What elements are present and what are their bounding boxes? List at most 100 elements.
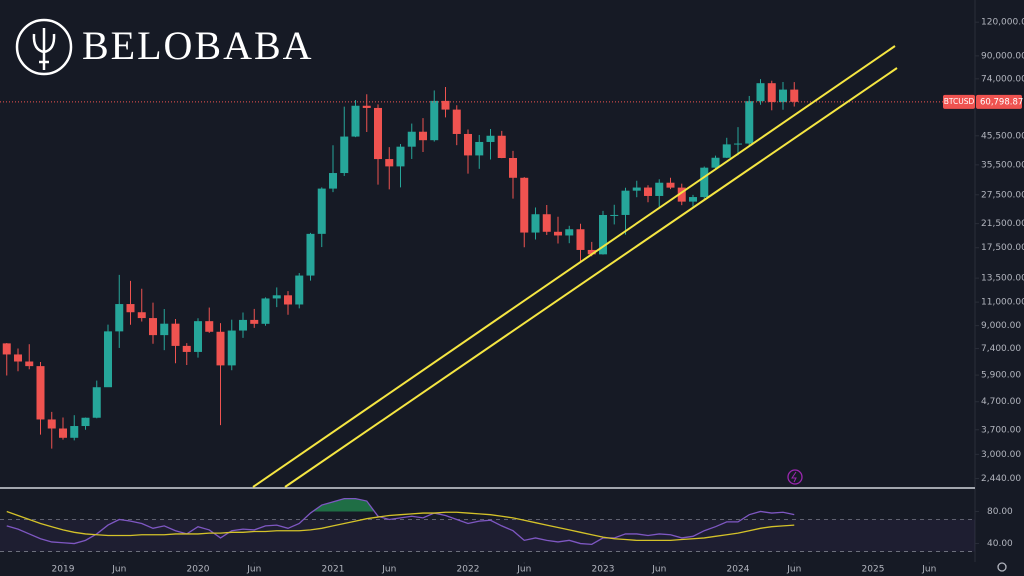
y-tick-label: 13,500.00 bbox=[981, 274, 1024, 284]
y-tick-label: 40.00 bbox=[987, 539, 1013, 549]
y-tick-label: 27,500.00 bbox=[981, 190, 1024, 200]
x-tick-label: Jun bbox=[786, 565, 801, 575]
candle-body bbox=[419, 131, 427, 141]
candle-body bbox=[621, 190, 630, 215]
candle-body bbox=[700, 167, 709, 198]
y-tick-label: 74,000.00 bbox=[981, 74, 1024, 84]
candle-body bbox=[329, 173, 337, 189]
candle-body bbox=[599, 214, 607, 255]
x-tick-label: 2022 bbox=[457, 565, 480, 575]
y-tick-label: 35,500.00 bbox=[981, 160, 1024, 170]
y-tick-label: 3,000.00 bbox=[981, 450, 1021, 460]
candle-body bbox=[25, 361, 34, 367]
alert-ring[interactable] bbox=[787, 469, 803, 485]
candle-body bbox=[520, 177, 529, 233]
candle-body bbox=[779, 89, 787, 103]
y-tick-label: 4,700.00 bbox=[981, 397, 1021, 407]
candle-body bbox=[644, 187, 652, 196]
y-tick-label: 80.00 bbox=[987, 507, 1013, 517]
candle-body bbox=[160, 323, 169, 336]
y-tick-label: 9,000.00 bbox=[981, 321, 1021, 331]
x-tick-label: Jun bbox=[246, 565, 261, 575]
candle-body bbox=[115, 304, 124, 332]
logo-text: BELOBABA bbox=[82, 23, 314, 68]
y-tick-label: 90,000.00 bbox=[981, 51, 1024, 61]
trend-line bbox=[252, 45, 896, 488]
candle-body bbox=[464, 133, 472, 156]
alert-icon[interactable] bbox=[787, 469, 803, 485]
candle-body bbox=[689, 197, 697, 202]
symbol-label: BTCUSD bbox=[944, 97, 975, 106]
trend-line bbox=[284, 67, 898, 488]
last-price-tag bbox=[976, 94, 1022, 109]
settings-icon[interactable] bbox=[997, 562, 1007, 572]
candle-body bbox=[284, 295, 292, 305]
candle-body bbox=[137, 312, 146, 319]
candle-body bbox=[756, 83, 765, 102]
candle-body bbox=[734, 143, 742, 145]
settings-gear[interactable] bbox=[997, 562, 1007, 572]
candle-body bbox=[351, 105, 360, 137]
y-tick-label: 11,000.00 bbox=[981, 298, 1024, 308]
candle-body bbox=[362, 105, 371, 108]
x-tick-label: Jun bbox=[516, 565, 531, 575]
candle-body bbox=[441, 100, 450, 110]
x-tick-label: 2023 bbox=[592, 565, 615, 575]
candle-body bbox=[216, 331, 225, 366]
candle-body bbox=[475, 141, 484, 156]
x-tick-label: 2025 bbox=[862, 565, 885, 575]
candle-body bbox=[745, 101, 754, 144]
candle-body bbox=[306, 233, 315, 276]
candle-body bbox=[677, 187, 686, 202]
candle-body bbox=[70, 426, 79, 438]
candle-body bbox=[171, 323, 180, 346]
candle-body bbox=[767, 83, 776, 103]
x-tick-label: Jun bbox=[381, 565, 396, 575]
symbol-tag bbox=[943, 94, 975, 109]
candle-body bbox=[14, 354, 22, 362]
candle-body bbox=[565, 229, 574, 236]
x-tick-label: 2020 bbox=[187, 565, 210, 575]
candle-body bbox=[126, 304, 135, 313]
rsi-band-fill bbox=[0, 519, 975, 552]
logo: BELOBABA bbox=[15, 18, 314, 76]
candle-body bbox=[385, 159, 394, 167]
candle-body bbox=[340, 136, 349, 174]
candle-body bbox=[317, 188, 326, 234]
alert-bolt[interactable] bbox=[791, 471, 797, 483]
candle-body bbox=[407, 131, 416, 147]
candle-body bbox=[497, 135, 506, 159]
x-tick-label: 2019 bbox=[52, 565, 75, 575]
candle-body bbox=[486, 135, 495, 142]
y-tick-label: 2,440.00 bbox=[981, 474, 1021, 484]
y-tick-label: 3,700.00 bbox=[981, 425, 1021, 435]
rsi-line bbox=[6, 497, 795, 546]
candle-body bbox=[576, 229, 585, 250]
candle-body bbox=[655, 182, 664, 196]
candle-body bbox=[554, 231, 562, 236]
x-tick-label: 2024 bbox=[727, 565, 750, 575]
y-tick-label: 45,500.00 bbox=[981, 131, 1024, 141]
x-tick-label: Jun bbox=[111, 565, 126, 575]
candle-body bbox=[227, 330, 236, 366]
x-tick-label: 2021 bbox=[322, 565, 345, 575]
candle-body bbox=[587, 249, 596, 255]
candle-body bbox=[711, 157, 720, 168]
x-tick-label: Jun bbox=[651, 565, 666, 575]
candle-body bbox=[722, 144, 731, 158]
candle-body bbox=[104, 331, 112, 388]
logo-trident bbox=[32, 28, 56, 70]
candle-body bbox=[194, 321, 202, 352]
candle-body bbox=[666, 182, 675, 188]
candle-body bbox=[59, 428, 67, 438]
last-price-label: 60,798.87 bbox=[980, 97, 1023, 107]
y-tick-label: 17,500.00 bbox=[981, 243, 1024, 253]
rsi-overbought-fill bbox=[312, 498, 375, 512]
candle-body bbox=[509, 158, 517, 178]
trend-lines bbox=[252, 45, 898, 488]
y-tick-label: 5,900.00 bbox=[981, 371, 1021, 381]
candle-body bbox=[81, 417, 90, 427]
candle-body bbox=[430, 100, 439, 141]
